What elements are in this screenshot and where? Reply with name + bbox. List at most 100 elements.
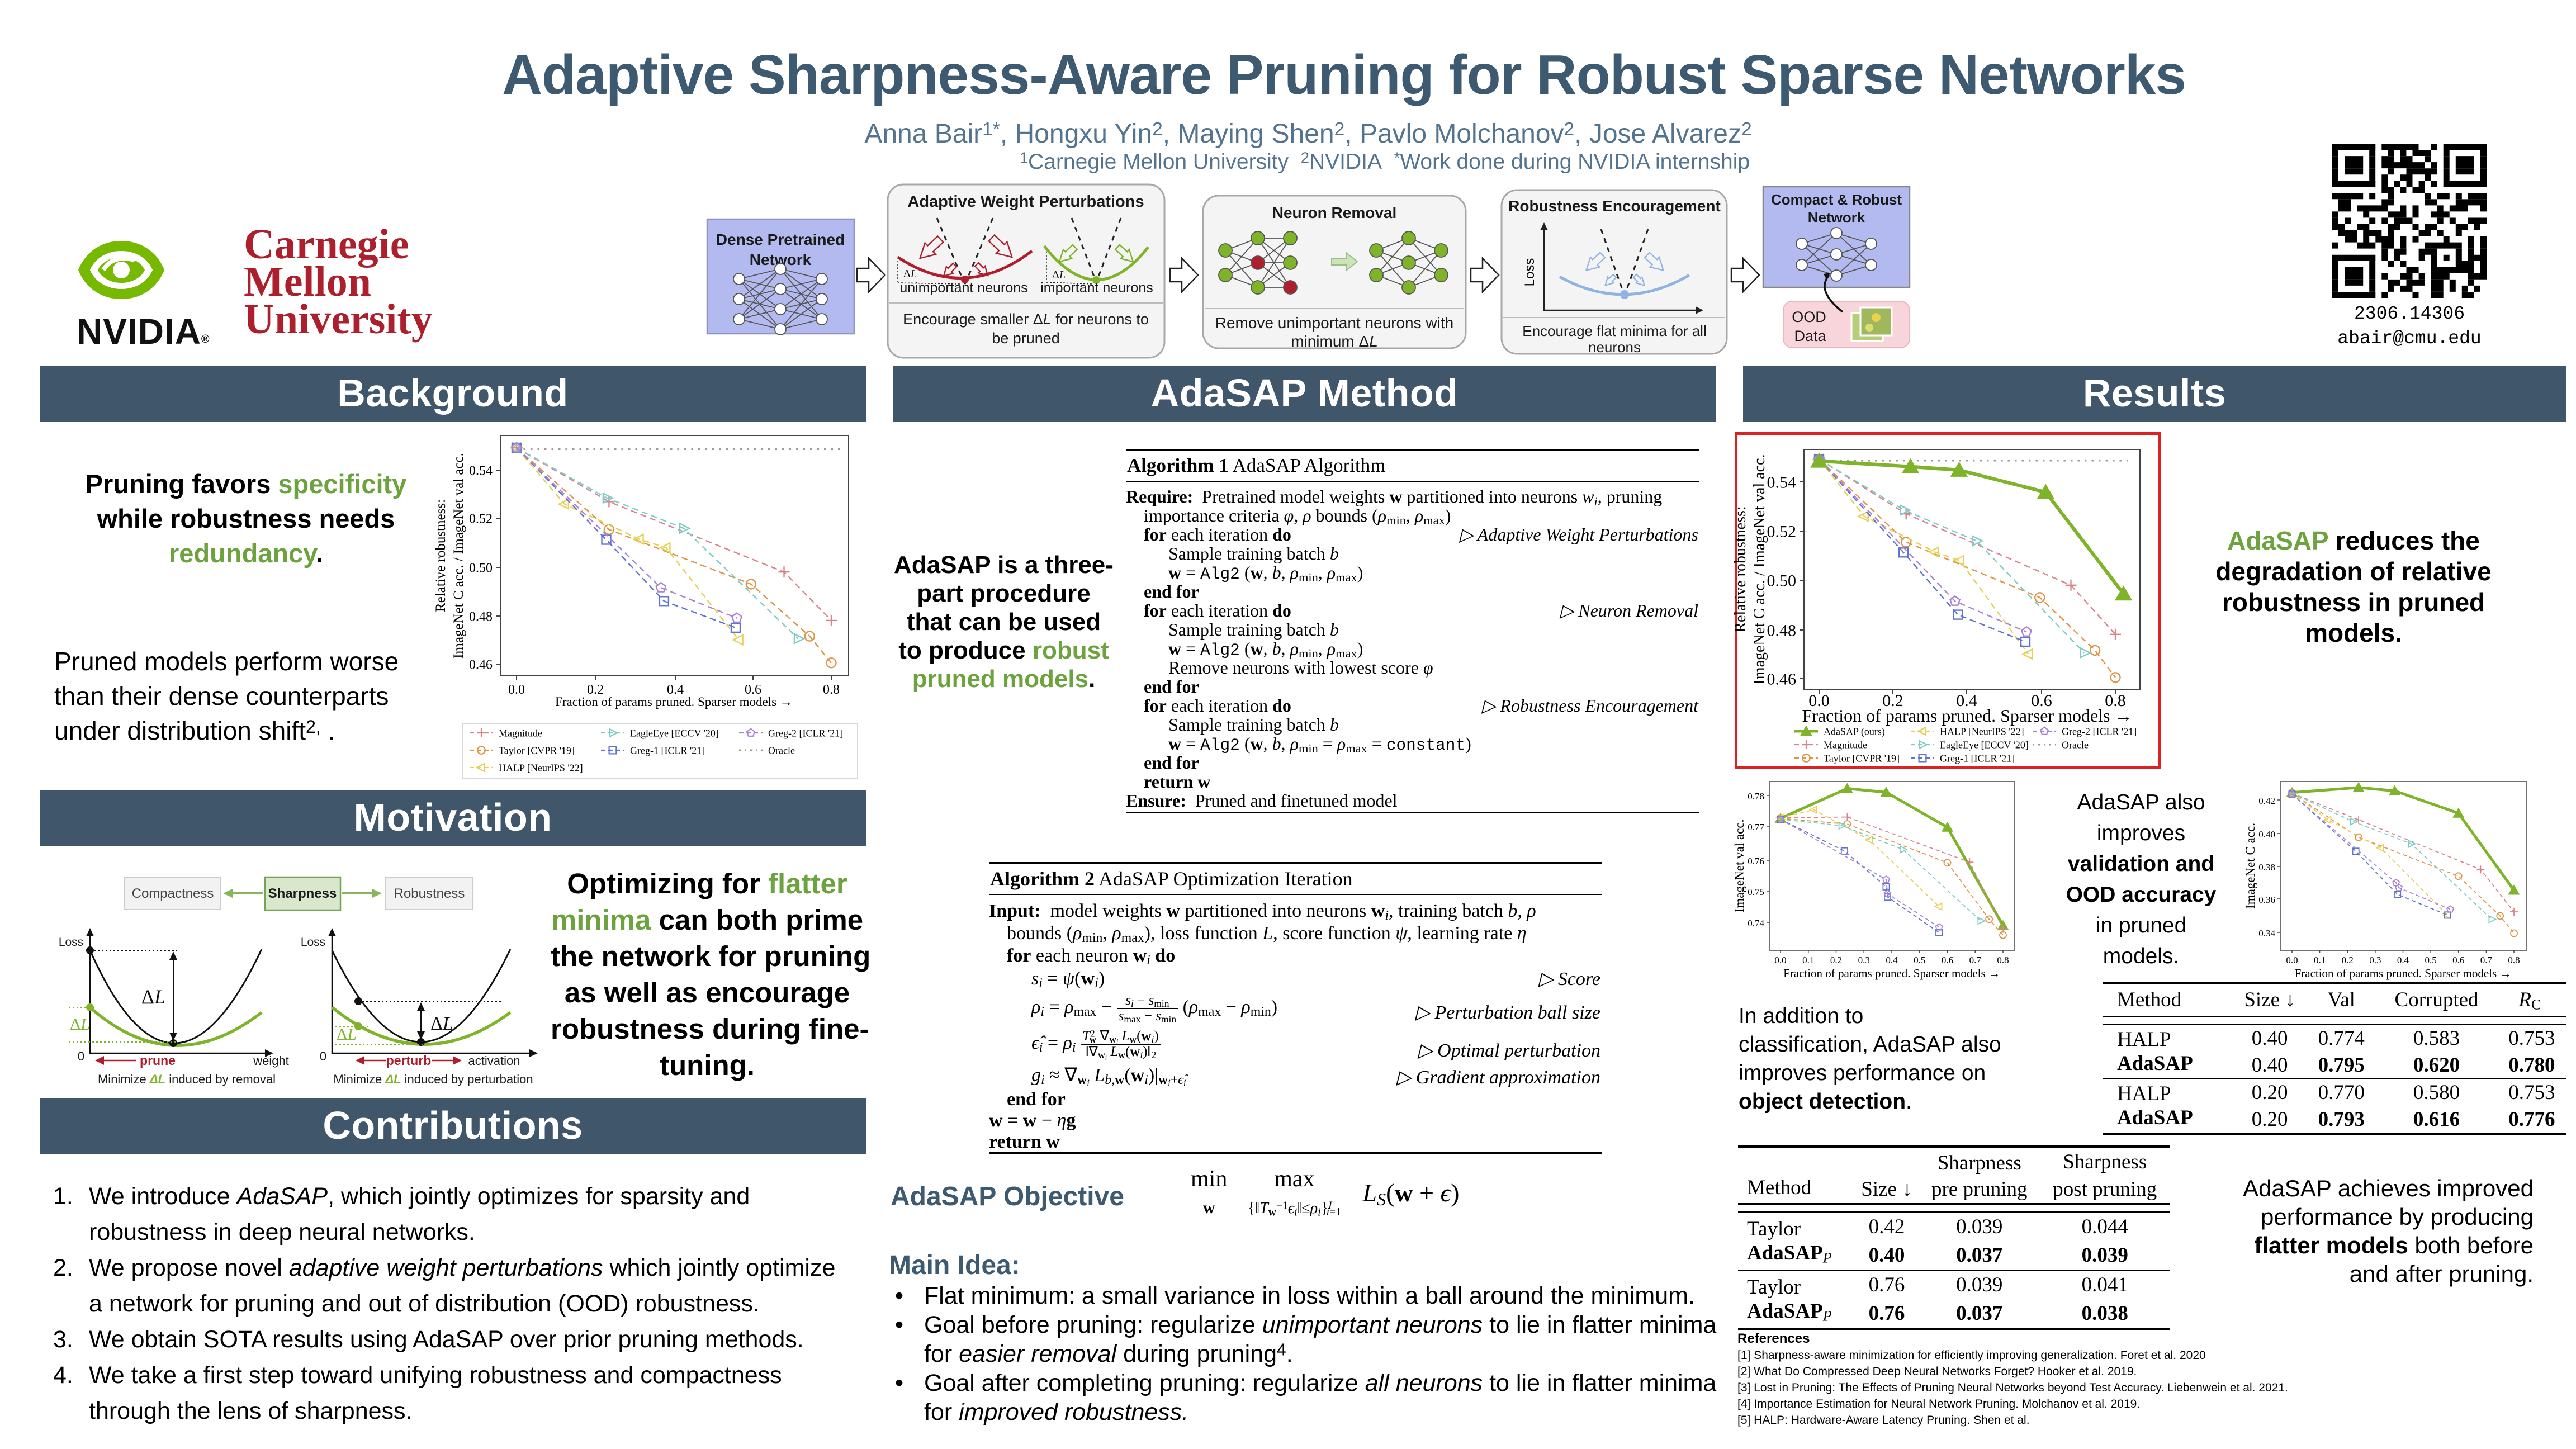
svg-text:Encourage flat minima for all: Encourage flat minima for all xyxy=(1522,323,1706,339)
svg-text:0.78: 0.78 xyxy=(1748,791,1764,802)
svg-text:ΔL: ΔL xyxy=(1052,269,1066,281)
svg-text:0.50: 0.50 xyxy=(469,561,493,575)
svg-text:0.8: 0.8 xyxy=(823,683,840,697)
svg-text:minimum ΔL: minimum ΔL xyxy=(1291,333,1378,350)
svg-text:Magnitude: Magnitude xyxy=(499,727,542,738)
svg-text:0.2: 0.2 xyxy=(1830,955,1842,965)
svg-text:0.48: 0.48 xyxy=(469,609,493,624)
svg-text:0.6: 0.6 xyxy=(2031,692,2052,710)
svg-text:0.2: 0.2 xyxy=(587,683,604,697)
svg-text:0.6: 0.6 xyxy=(1942,955,1953,965)
svg-text:Greg-1 [ICLR '21]: Greg-1 [ICLR '21] xyxy=(1940,752,2015,764)
svg-text:0.7: 0.7 xyxy=(1969,955,1982,965)
svg-text:ΔL: ΔL xyxy=(70,1015,90,1034)
svg-text:Greg-1 [ICLR '21]: Greg-1 [ICLR '21] xyxy=(630,745,705,756)
svg-text:0.0: 0.0 xyxy=(1774,955,1786,965)
svg-text:0.54: 0.54 xyxy=(1767,473,1797,492)
svg-text:EagleEye [ECCV '20]: EagleEye [ECCV '20] xyxy=(1940,739,2029,750)
svg-text:0.1: 0.1 xyxy=(2314,955,2326,965)
svg-text:ImageNet C acc. / ImageNet val: ImageNet C acc. / ImageNet val acc. xyxy=(451,453,466,659)
svg-text:ΔL: ΔL xyxy=(430,1014,453,1034)
svg-text:Loss: Loss xyxy=(59,936,83,949)
svg-text:ΔL: ΔL xyxy=(903,268,917,280)
svg-text:0.75: 0.75 xyxy=(1748,887,1764,897)
svg-text:Fraction of params pruned. Spa: Fraction of params pruned. Sparser model… xyxy=(1783,967,2000,980)
svg-text:Neuron Removal: Neuron Removal xyxy=(1272,204,1397,221)
svg-text:0.46: 0.46 xyxy=(469,657,493,672)
svg-text:perturb: perturb xyxy=(386,1053,432,1068)
svg-text:0.36: 0.36 xyxy=(2258,894,2275,905)
svg-text:0.2: 0.2 xyxy=(1882,692,1903,710)
svg-text:Dense Pretrained: Dense Pretrained xyxy=(716,231,845,248)
svg-text:Compact & Robust: Compact & Robust xyxy=(1771,191,1902,208)
svg-text:0.8: 0.8 xyxy=(2508,955,2520,965)
svg-text:Fraction of params pruned. Spa: Fraction of params pruned. Sparser model… xyxy=(555,695,793,709)
svg-text:0: 0 xyxy=(320,1049,326,1063)
svg-text:Greg-2 [ICLR '21]: Greg-2 [ICLR '21] xyxy=(768,727,843,738)
svg-text:0.3: 0.3 xyxy=(1858,955,1870,965)
svg-text:Data: Data xyxy=(1794,328,1826,344)
svg-text:prune: prune xyxy=(140,1053,176,1068)
svg-text:0.6: 0.6 xyxy=(2452,955,2464,965)
svg-text:AdaSAP (ours): AdaSAP (ours) xyxy=(1824,726,1885,737)
svg-text:Compactness: Compactness xyxy=(132,886,214,901)
svg-text:EagleEye [ECCV '20]: EagleEye [ECCV '20] xyxy=(630,727,719,738)
svg-text:Loss: Loss xyxy=(1522,258,1537,287)
svg-text:0.54: 0.54 xyxy=(469,463,493,478)
svg-text:0.2: 0.2 xyxy=(2342,955,2354,965)
svg-text:ImageNet val acc.: ImageNet val acc. xyxy=(1732,820,1746,913)
svg-text:ΔL: ΔL xyxy=(337,1025,357,1044)
svg-text:0.4: 0.4 xyxy=(2397,955,2409,965)
svg-text:0.6: 0.6 xyxy=(745,683,761,697)
svg-text:0.76: 0.76 xyxy=(1748,856,1764,866)
svg-text:Sharpness: Sharpness xyxy=(268,886,337,901)
svg-text:Adaptive Weight Perturbations: Adaptive Weight Perturbations xyxy=(907,193,1144,211)
svg-text:Minimize ΔL induced by removal: Minimize ΔL induced by removal xyxy=(98,1072,276,1086)
svg-text:Robustness: Robustness xyxy=(394,886,465,901)
svg-text:0.4: 0.4 xyxy=(1956,692,1977,710)
svg-text:HALP [NeurIPS '22]: HALP [NeurIPS '22] xyxy=(499,762,583,773)
svg-text:0.1: 0.1 xyxy=(1802,955,1814,965)
svg-text:neurons: neurons xyxy=(1588,339,1641,356)
svg-text:0.0: 0.0 xyxy=(508,683,525,697)
svg-text:0.77: 0.77 xyxy=(1748,822,1764,832)
svg-text:ΔL: ΔL xyxy=(141,986,165,1008)
svg-text:0.5: 0.5 xyxy=(1914,955,1925,965)
svg-text:Oracle: Oracle xyxy=(2062,739,2089,750)
svg-text:0.74: 0.74 xyxy=(1748,918,1764,929)
svg-text:Magnitude: Magnitude xyxy=(1824,739,1867,750)
svg-text:unimportant neurons: unimportant neurons xyxy=(899,280,1027,296)
svg-text:Loss: Loss xyxy=(301,936,325,949)
svg-text:HALP [NeurIPS '22]: HALP [NeurIPS '22] xyxy=(1940,726,2024,737)
svg-text:0.4: 0.4 xyxy=(667,683,684,697)
svg-text:Taylor [CVPR '19]: Taylor [CVPR '19] xyxy=(1824,752,1900,764)
svg-text:Fraction of params pruned. Spa: Fraction of params pruned. Sparser model… xyxy=(2295,967,2512,980)
svg-text:Robustness Encouragement: Robustness Encouragement xyxy=(1508,197,1721,215)
svg-text:OOD: OOD xyxy=(1792,309,1826,325)
svg-text:Encourage smaller ΔL for neuro: Encourage smaller ΔL for neurons to xyxy=(903,311,1149,328)
svg-text:weight: weight xyxy=(253,1054,289,1068)
svg-text:0.7: 0.7 xyxy=(2480,955,2493,965)
svg-text:0: 0 xyxy=(78,1049,84,1063)
svg-text:Relative robustness:: Relative robustness: xyxy=(433,499,448,612)
svg-text:0.52: 0.52 xyxy=(1767,523,1797,541)
svg-text:Fraction of params pruned. Spa: Fraction of params pruned. Sparser model… xyxy=(1802,705,2133,726)
svg-text:be pruned: be pruned xyxy=(992,330,1060,347)
svg-text:important neurons: important neurons xyxy=(1040,280,1153,296)
svg-text:0.4: 0.4 xyxy=(1886,955,1898,965)
svg-text:Taylor [CVPR '19]: Taylor [CVPR '19] xyxy=(499,745,575,756)
svg-text:0.5: 0.5 xyxy=(2425,955,2436,965)
svg-text:0.8: 0.8 xyxy=(1997,955,2009,965)
svg-text:Network: Network xyxy=(1808,209,1865,226)
svg-text:0.34: 0.34 xyxy=(2258,928,2275,939)
svg-text:Oracle: Oracle xyxy=(768,745,795,756)
svg-text:activation: activation xyxy=(468,1054,520,1068)
svg-text:0.46: 0.46 xyxy=(1767,670,1797,689)
svg-text:0.3: 0.3 xyxy=(2369,955,2381,965)
svg-text:ImageNet C acc.: ImageNet C acc. xyxy=(2243,823,2257,909)
svg-text:Relative robustness:: Relative robustness: xyxy=(1732,506,1749,632)
svg-text:0.52: 0.52 xyxy=(469,512,493,526)
svg-text:Remove unimportant neurons wit: Remove unimportant neurons with xyxy=(1215,314,1453,332)
svg-text:Greg-2 [ICLR '21]: Greg-2 [ICLR '21] xyxy=(2062,726,2137,737)
svg-text:0.50: 0.50 xyxy=(1767,572,1797,590)
